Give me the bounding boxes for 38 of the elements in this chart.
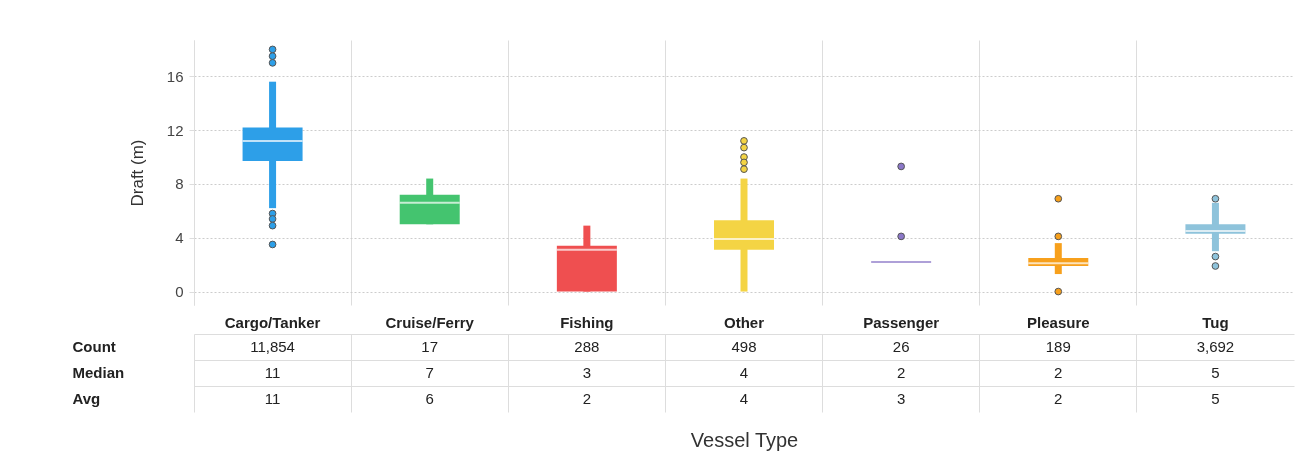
text: 17 (421, 338, 439, 355)
y-tick-label: 4 (175, 229, 184, 247)
x-tick-label: Fishing (560, 313, 614, 331)
text: Count (72, 338, 116, 355)
text: 498 (731, 338, 757, 355)
text: 3,692 (1196, 338, 1235, 355)
text: 2 (1054, 364, 1063, 381)
text: 11 (264, 364, 281, 381)
text: Avg (72, 390, 101, 407)
text: 11 (264, 390, 281, 407)
text: Median (72, 364, 125, 381)
text: 2 (1054, 390, 1063, 407)
x-tick-label: Cruise/Ferry (385, 313, 475, 331)
x-tick-label: Passenger (863, 313, 940, 331)
y-tick-label: 8 (175, 175, 184, 193)
text: 11,854 (250, 338, 295, 355)
text: 6 (425, 390, 434, 407)
y-tick-label: 12 (166, 121, 184, 139)
text: 5 (1211, 364, 1220, 381)
text: 3 (896, 390, 906, 407)
text: 2 (896, 364, 906, 381)
x-tick-label: Cargo/Tanker (224, 313, 321, 331)
text: 4 (739, 364, 749, 381)
x-tick-label: Other (723, 313, 765, 331)
text: 4 (739, 390, 749, 407)
y-axis-title: Draft (m) (127, 139, 147, 207)
text: 7 (425, 364, 434, 381)
text: 189 (1045, 338, 1071, 355)
x-tick-label: Pleasure (1027, 313, 1090, 331)
x-axis-title: Vessel Type (690, 428, 799, 451)
y-tick-label: 0 (175, 283, 184, 301)
text: 26 (892, 338, 910, 355)
text: 288 (574, 338, 600, 355)
x-tick-label: Tug (1202, 313, 1229, 331)
text: 5 (1211, 390, 1220, 407)
y-tick-label: 16 (166, 67, 184, 85)
text: 2 (582, 390, 592, 407)
text: 3 (582, 364, 592, 381)
